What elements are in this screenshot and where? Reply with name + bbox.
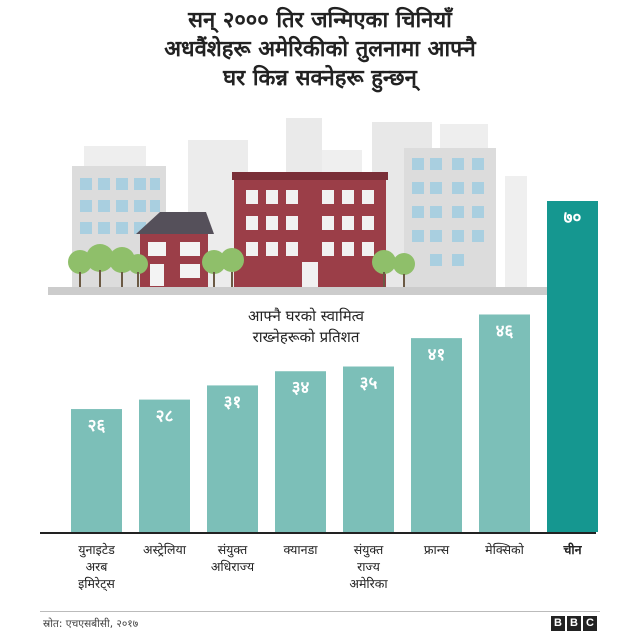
y-axis-label: आफ्नै घरको स्वामित्व राख्नेहरूको प्रतिशत [186,306,426,348]
bar-value-label-0: २६ [88,416,106,436]
category-label-4-line-2: अमेरिका [349,576,388,591]
bar-2 [207,385,258,532]
category-label-1-line-0: अस्ट्रेलिया [143,542,186,557]
bar-7 [547,201,598,532]
category-label-0-line-1: अरब [85,559,108,574]
bar-5 [411,338,462,532]
bar-3 [275,371,326,532]
logo-letter-c: C [583,616,597,631]
bar-value-label-6: ४६ [496,321,514,341]
bar-value-label-4: ३५ [360,374,378,394]
category-label-0-line-0: युनाइटेड [78,542,115,557]
bar-6 [479,314,530,532]
title-line-1: सन् २००० तिर जन्मिएका चिनियाँ [188,8,452,33]
category-label-6: मेक्सिको [466,541,544,558]
title-line-2: अधवैंशेहरू अमेरिकीको तुलनामा आफ्नै [164,37,476,62]
category-label-4-line-1: राज्य [357,559,380,574]
category-label-1: अस्ट्रेलिया [126,541,204,558]
bar-value-label-1: २८ [156,407,174,427]
title-line-3: घर किन्न सक्नेहरू हुन्छन् [223,66,417,91]
bar-0 [71,409,122,532]
category-label-2: संयुक्त अधिराज्य [194,541,272,575]
bar-value-label-2: ३१ [224,392,242,412]
bar-value-label-3: ३४ [292,378,310,398]
category-label-2-line-1: अधिराज्य [210,559,255,574]
category-label-4: संयुक्त राज्य अमेरिका [330,541,408,592]
category-label-6-line-0: मेक्सिको [485,542,524,557]
chart-title: सन् २००० तिर जन्मिएका चिनियाँ अधवैंशेहरू… [0,6,640,93]
category-label-7-line-0: चीन [563,542,582,557]
category-label-5-line-0: फ्रान्स [423,542,450,557]
category-label-7: चीन [534,541,612,558]
bar-value-label-7: ७० [564,208,582,228]
category-label-3: क्यानडा [262,541,340,558]
category-label-5: फ्रान्स [398,541,476,558]
category-label-0: युनाइटेड अरब इमिरेट्स [58,541,136,592]
bbc-logo: B B C [551,616,597,631]
bar-1 [139,399,190,532]
category-label-0-line-2: इमिरेट्स [78,576,115,591]
bar-4 [343,366,394,532]
bar-value-label-5: ४१ [428,345,446,365]
logo-letter-b2: B [567,616,581,631]
city-skyline-illustration [48,118,592,295]
logo-letter-b1: B [551,616,565,631]
source-note: स्रोत: एचएसबीसी, २०१७ [43,618,139,630]
y-axis-label-line-2: राख्नेहरूको प्रतिशत [252,328,360,346]
footer-divider [40,611,600,612]
y-axis-label-line-1: आफ्नै घरको स्वामित्व [247,307,364,325]
category-label-4-line-0: संयुक्त [353,542,384,557]
category-label-2-line-0: संयुक्त [217,542,248,557]
category-label-3-line-0: क्यानडा [283,542,318,557]
